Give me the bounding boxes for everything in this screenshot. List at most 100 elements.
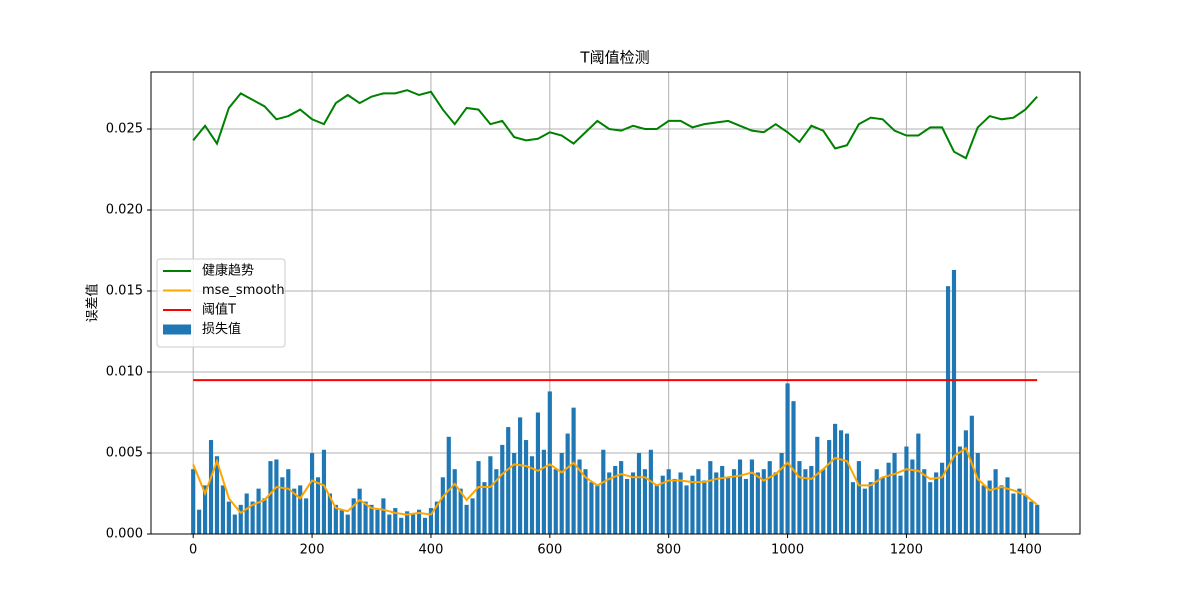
bar (577, 459, 582, 534)
bar (203, 485, 208, 534)
bar (743, 478, 749, 534)
bar (856, 461, 861, 534)
bar (553, 469, 558, 534)
bar (512, 453, 517, 534)
bar (226, 501, 231, 534)
bar (678, 472, 683, 534)
bar (726, 477, 731, 534)
bar (351, 498, 356, 534)
bar (809, 465, 814, 534)
bar (922, 469, 927, 534)
y-tick-label: 0.015 (106, 284, 143, 299)
bar (767, 461, 772, 534)
legend-swatch (163, 324, 191, 335)
bar (274, 459, 279, 534)
bar (886, 462, 891, 534)
bar (405, 511, 410, 534)
bar (238, 504, 243, 534)
bar (874, 469, 879, 534)
bar (761, 469, 766, 534)
bar (613, 465, 618, 534)
bar (844, 433, 850, 534)
line (192, 446, 1038, 516)
bar (393, 508, 398, 534)
bar (518, 417, 523, 534)
bar (720, 465, 725, 534)
bar (315, 477, 321, 534)
bar (220, 485, 225, 534)
bar (399, 517, 404, 534)
bar (981, 485, 986, 534)
bar (963, 430, 968, 534)
y-tick-label: 0.025 (106, 122, 143, 137)
bar (321, 449, 327, 534)
bar (375, 509, 380, 534)
bar (934, 472, 939, 534)
bar (256, 488, 261, 534)
bar (993, 469, 998, 534)
bar (904, 446, 909, 534)
legend-label: mse_smooth (202, 283, 285, 298)
bar (464, 504, 469, 534)
bar (470, 498, 475, 534)
bar (1005, 477, 1010, 534)
bar (327, 493, 332, 534)
bar (916, 433, 921, 534)
bar (280, 477, 285, 534)
x-tick-label: 1000 (771, 543, 804, 558)
line (192, 89, 1038, 160)
bar (214, 456, 220, 534)
bar (672, 478, 677, 534)
bar (928, 482, 933, 534)
bar (1017, 488, 1022, 534)
bar (571, 407, 576, 534)
bar (339, 509, 344, 534)
bar (850, 482, 856, 534)
y-tick-label: 0.020 (106, 203, 143, 218)
bar (583, 469, 588, 534)
bar (838, 430, 844, 534)
bar (868, 482, 873, 534)
bar (208, 440, 214, 534)
bar (862, 488, 867, 534)
bar (755, 472, 760, 534)
x-tick-label: 200 (300, 543, 325, 558)
bar (381, 498, 386, 534)
x-tick-label: 1400 (1009, 543, 1042, 558)
x-tick-label: 800 (656, 543, 681, 558)
bar (1029, 501, 1034, 534)
bar (411, 514, 416, 534)
bar (369, 504, 374, 534)
bar (506, 427, 511, 534)
bar (523, 440, 529, 534)
bar (951, 269, 957, 534)
bar (636, 453, 642, 534)
bar (345, 514, 350, 534)
bar (827, 440, 832, 534)
bar (541, 449, 546, 534)
bar (969, 415, 974, 534)
bar (660, 475, 665, 534)
bar (702, 480, 707, 534)
bar (833, 423, 838, 534)
bar (500, 444, 505, 534)
bar (999, 485, 1004, 534)
bar (452, 469, 457, 534)
bar (619, 461, 624, 534)
bar (803, 469, 808, 534)
bar (773, 472, 778, 534)
bar (945, 286, 951, 534)
bar (268, 461, 273, 534)
bar (785, 383, 790, 534)
bar (648, 449, 653, 534)
bar (547, 391, 552, 534)
x-tick-label: 400 (419, 543, 444, 558)
bar (1023, 495, 1028, 534)
bar (244, 493, 249, 534)
bar (1035, 504, 1040, 534)
bar (815, 436, 820, 534)
bar (684, 485, 689, 534)
bar (791, 401, 796, 534)
bar (630, 472, 636, 534)
